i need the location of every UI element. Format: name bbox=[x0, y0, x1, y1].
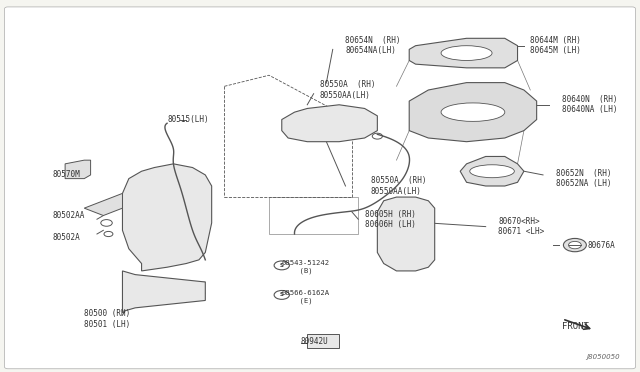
Ellipse shape bbox=[441, 46, 492, 61]
Polygon shape bbox=[378, 197, 435, 271]
Circle shape bbox=[294, 130, 301, 135]
Circle shape bbox=[342, 121, 349, 125]
Text: 80676A: 80676A bbox=[588, 241, 616, 250]
Text: 80654N  (RH)
80654NA(LH): 80654N (RH) 80654NA(LH) bbox=[346, 36, 401, 55]
Circle shape bbox=[70, 168, 80, 174]
Text: 80670<RH>
80671 <LH>: 80670<RH> 80671 <LH> bbox=[499, 217, 545, 236]
Circle shape bbox=[317, 121, 323, 125]
Ellipse shape bbox=[470, 165, 515, 178]
Text: 80605H (RH)
80606H (LH): 80605H (RH) 80606H (LH) bbox=[365, 209, 415, 229]
Text: S: S bbox=[280, 263, 284, 268]
Text: 80652N  (RH)
80652NA (LH): 80652N (RH) 80652NA (LH) bbox=[556, 169, 611, 188]
Text: 80550A  (RH)
80550AA(LH): 80550A (RH) 80550AA(LH) bbox=[320, 80, 376, 100]
Circle shape bbox=[372, 133, 383, 139]
Polygon shape bbox=[460, 157, 524, 186]
Circle shape bbox=[274, 261, 289, 270]
Polygon shape bbox=[282, 105, 378, 142]
Bar bbox=[269, 197, 358, 234]
Circle shape bbox=[387, 254, 394, 259]
Polygon shape bbox=[65, 160, 91, 179]
Circle shape bbox=[100, 219, 112, 226]
Text: 80502AA: 80502AA bbox=[52, 211, 84, 220]
Polygon shape bbox=[409, 38, 518, 68]
Text: 80515(LH): 80515(LH) bbox=[167, 115, 209, 124]
Circle shape bbox=[500, 106, 523, 119]
Circle shape bbox=[298, 121, 304, 125]
Circle shape bbox=[195, 235, 204, 240]
Circle shape bbox=[131, 235, 140, 240]
FancyBboxPatch shape bbox=[4, 7, 636, 369]
Circle shape bbox=[131, 202, 140, 207]
Text: FRONT: FRONT bbox=[562, 322, 589, 331]
Polygon shape bbox=[122, 271, 205, 311]
Circle shape bbox=[362, 121, 368, 125]
Text: 80644M (RH)
80645M (LH): 80644M (RH) 80645M (LH) bbox=[531, 36, 581, 55]
Text: 80640N  (RH)
80640NA (LH): 80640N (RH) 80640NA (LH) bbox=[562, 95, 618, 115]
Circle shape bbox=[195, 202, 204, 207]
Bar bbox=[307, 334, 339, 349]
Polygon shape bbox=[122, 164, 212, 271]
Text: 08566-6162A
    (E): 08566-6162A (E) bbox=[282, 290, 330, 304]
Text: 08543-51242
    (B): 08543-51242 (B) bbox=[282, 260, 330, 274]
Text: 80500 (RH)
80501 (LH): 80500 (RH) 80501 (LH) bbox=[84, 309, 131, 328]
Text: 80502A: 80502A bbox=[52, 233, 80, 242]
Circle shape bbox=[412, 254, 419, 259]
Circle shape bbox=[387, 210, 394, 214]
Polygon shape bbox=[84, 193, 122, 215]
Text: J8050050: J8050050 bbox=[586, 353, 620, 359]
Text: 80550A  (RH)
80550AA(LH): 80550A (RH) 80550AA(LH) bbox=[371, 176, 426, 196]
Circle shape bbox=[412, 210, 419, 214]
Text: 80570M: 80570M bbox=[52, 170, 80, 179]
Circle shape bbox=[568, 241, 581, 249]
Ellipse shape bbox=[441, 103, 505, 121]
Circle shape bbox=[563, 238, 586, 252]
Polygon shape bbox=[409, 83, 537, 142]
Circle shape bbox=[274, 291, 289, 299]
Text: 80942U: 80942U bbox=[301, 337, 328, 346]
Text: S: S bbox=[280, 292, 284, 298]
Circle shape bbox=[104, 231, 113, 237]
